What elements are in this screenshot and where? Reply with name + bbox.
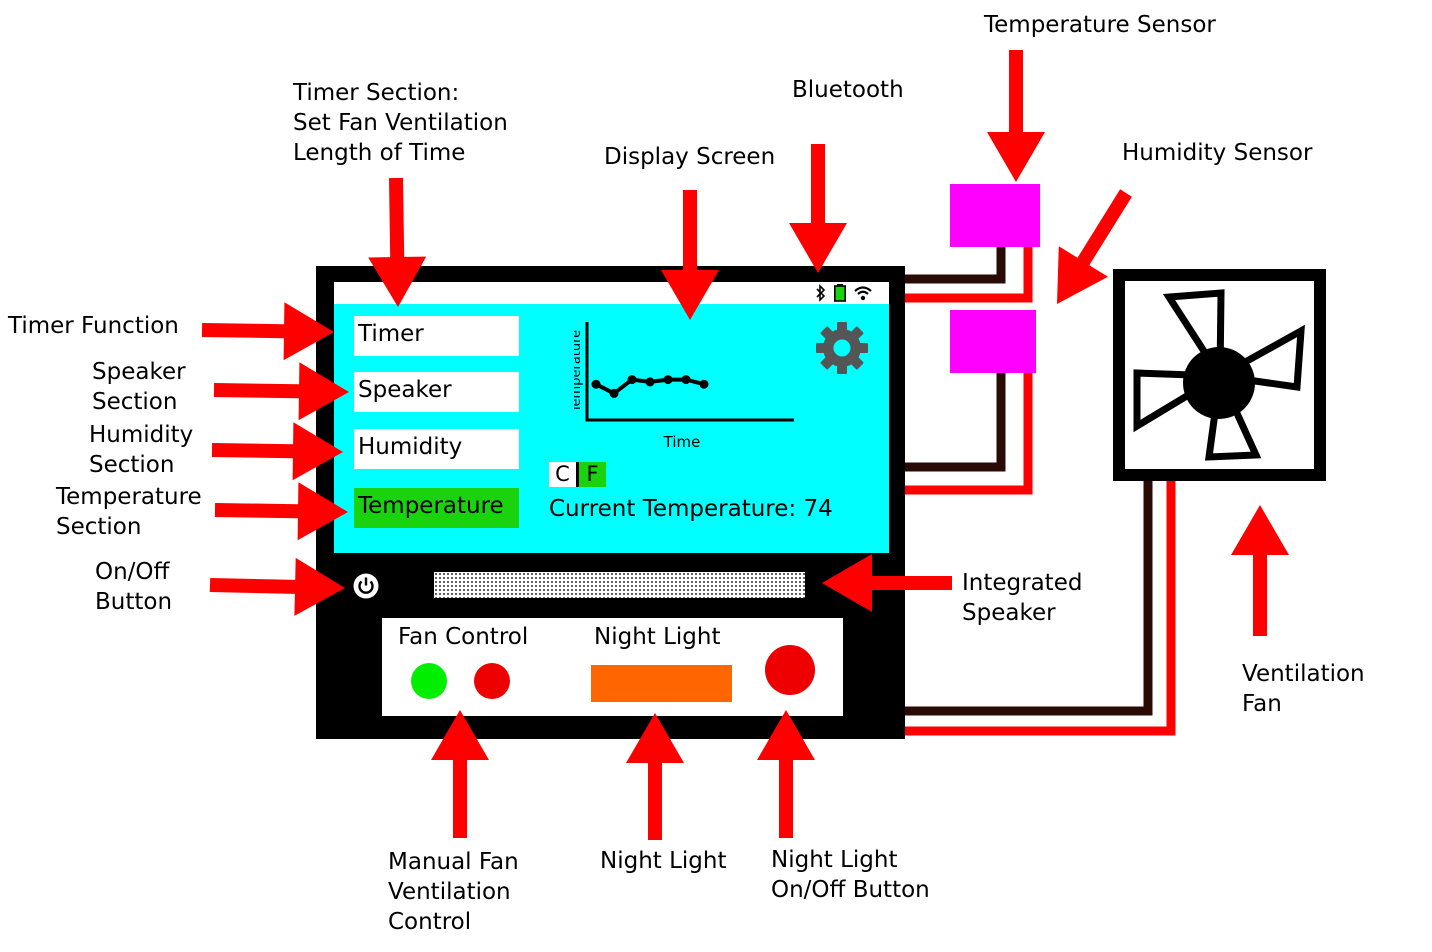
thermostat-device: Timer Speaker Humidity Temperature Tempe… bbox=[316, 266, 905, 739]
label-humidity-section: Humidity Section bbox=[89, 422, 194, 478]
chart-point-6 bbox=[699, 379, 709, 389]
label-bluetooth: Bluetooth bbox=[792, 77, 904, 103]
wifi-icon[interactable] bbox=[853, 285, 873, 301]
temp-sensor-red-wire bbox=[904, 245, 1033, 303]
humidity-sensor-red-wire bbox=[904, 372, 1033, 495]
label-manual-fan-control: Manual Fan Ventilation Control bbox=[388, 849, 519, 935]
menu-humidity[interactable]: Humidity bbox=[354, 429, 519, 469]
menu-timer[interactable]: Timer bbox=[354, 316, 519, 356]
fan-red-wire bbox=[904, 478, 1176, 736]
chart-point-1 bbox=[609, 388, 619, 398]
label-temperature-section: Temperature Section bbox=[56, 484, 202, 540]
gear-icon[interactable] bbox=[814, 320, 870, 376]
night-light-label: Night Light bbox=[594, 624, 721, 650]
temperature-chart: Temperature Time bbox=[574, 322, 794, 451]
chart-point-0 bbox=[591, 379, 601, 389]
chart-xlabel: Time bbox=[663, 433, 701, 451]
label-integrated-speaker: Integrated Speaker bbox=[962, 570, 1083, 626]
fan-control-label: Fan Control bbox=[398, 624, 529, 650]
temp-sensor-dark-wire bbox=[904, 245, 1006, 284]
bluetooth-icon[interactable] bbox=[815, 284, 827, 302]
humidity-sensor-dark-wire bbox=[904, 372, 1006, 472]
unit-fahrenheit[interactable]: F bbox=[579, 462, 606, 487]
label-humidity-sensor: Humidity Sensor bbox=[1122, 140, 1313, 166]
current-temperature: Current Temperature: 74 bbox=[549, 494, 833, 524]
label-timer-section: Timer Section: Set Fan Ventilation Length … bbox=[293, 80, 508, 166]
current-temp-label: Current Temperature: bbox=[549, 496, 797, 522]
fan-dark-wire bbox=[904, 478, 1153, 716]
unit-toggle[interactable]: C F bbox=[549, 462, 606, 487]
fan-off-button[interactable] bbox=[474, 663, 510, 699]
menu-speaker[interactable]: Speaker bbox=[354, 372, 519, 412]
unit-celsius[interactable]: C bbox=[549, 462, 579, 487]
label-night-light-button: Night Light On/Off Button bbox=[771, 847, 930, 903]
chart-point-3 bbox=[645, 377, 655, 387]
control-panel: Fan Control Night Light bbox=[382, 618, 843, 716]
chart-point-5 bbox=[681, 375, 691, 385]
chart-point-2 bbox=[627, 375, 637, 385]
power-icon[interactable] bbox=[352, 572, 380, 600]
speaker-grill bbox=[434, 572, 805, 598]
temperature-sensor bbox=[950, 184, 1040, 247]
label-night-light: Night Light bbox=[600, 848, 727, 874]
label-timer-function: Timer Function bbox=[8, 313, 179, 339]
fan-on-button[interactable] bbox=[411, 663, 447, 699]
current-temp-value: 74 bbox=[803, 496, 833, 522]
label-temperature-sensor: Temperature Sensor bbox=[984, 12, 1216, 38]
night-light-bar bbox=[591, 665, 732, 702]
label-on-off-button: On/Off Button bbox=[95, 559, 173, 615]
humidity-sensor bbox=[950, 310, 1036, 373]
battery-icon bbox=[834, 284, 846, 302]
menu-temperature[interactable]: Temperature bbox=[354, 488, 519, 528]
label-display-screen: Display Screen bbox=[604, 144, 776, 170]
chart-axes bbox=[585, 322, 794, 422]
label-ventilation-fan: Ventilation Fan bbox=[1242, 661, 1365, 717]
status-bar bbox=[334, 282, 889, 304]
fan-icon bbox=[1113, 269, 1326, 481]
display-screen: Timer Speaker Humidity Temperature Tempe… bbox=[334, 304, 889, 553]
night-light-power-button[interactable] bbox=[765, 645, 815, 695]
chart-point-4 bbox=[663, 375, 673, 385]
label-speaker-section: Speaker Section bbox=[92, 359, 186, 415]
chart-ylabel: Temperature bbox=[574, 330, 584, 413]
